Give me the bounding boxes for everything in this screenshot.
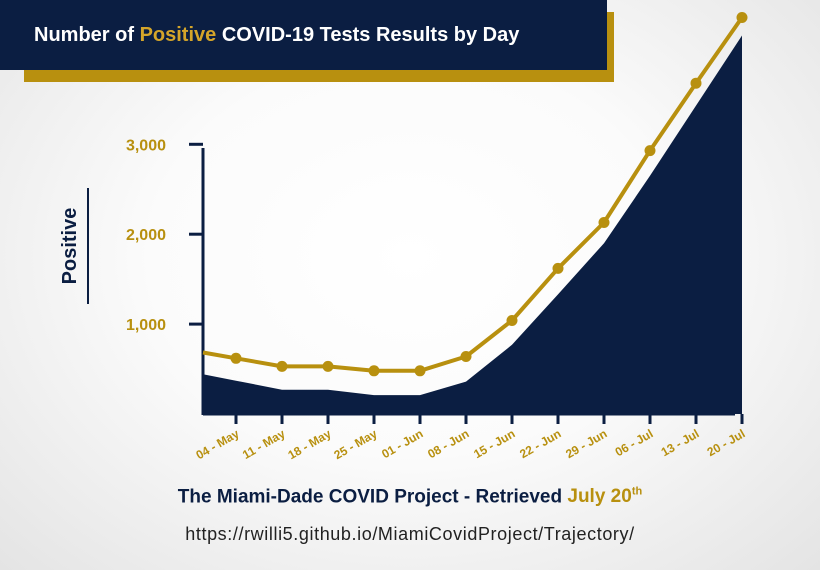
x-tick-label: 15 - Jun <box>471 426 517 461</box>
data-point <box>598 217 610 228</box>
data-point <box>414 365 426 377</box>
data-point <box>460 351 472 362</box>
y-tick-label: 1,000 <box>126 317 166 334</box>
footer-date-text: July 20 <box>567 486 632 508</box>
x-tick-label: 11 - May <box>240 426 288 462</box>
ylabel-layer: Positive <box>59 188 89 304</box>
area-layer <box>203 35 742 414</box>
data-point <box>736 12 748 23</box>
data-point <box>322 360 334 372</box>
x-tick-label: 13 - Jul <box>659 426 702 459</box>
x-tick-label: 18 - May <box>285 426 333 462</box>
x-tick-label: 06 - Jul <box>613 426 656 459</box>
footer-project: The Miami-Dade COVID Project - Retrieved <box>177 486 568 508</box>
data-point <box>276 360 288 372</box>
footer-date: July 20th <box>567 486 642 507</box>
x-tick-label: 20 - Jul <box>705 426 748 459</box>
data-point <box>506 315 518 326</box>
footer-url: https://rwilli5.github.io/MiamiCovidProj… <box>185 524 635 544</box>
chart-title: Number of Positive COVID-19 Tests Result… <box>0 0 607 70</box>
data-point <box>644 145 656 157</box>
x-tick-label: 22 - Jun <box>517 426 563 461</box>
footer-title: The Miami-Dade COVID Project - Retrieved… <box>0 486 820 508</box>
footer-date-sup: th <box>631 486 643 498</box>
y-tick-label: 3,000 <box>126 137 166 154</box>
title-prefix: Number of <box>34 24 140 46</box>
x-tick-label: 04 - May <box>193 426 241 462</box>
line-layer <box>202 12 748 377</box>
y-axis-label: Positive <box>59 208 81 285</box>
data-point <box>552 262 564 274</box>
data-point <box>368 365 380 377</box>
x-tick-label: 29 - Jun <box>563 426 609 461</box>
data-point <box>230 352 242 364</box>
y-tick-label: 2,000 <box>126 227 166 244</box>
x-tick-label: 01 - Jun <box>379 426 425 461</box>
x-tick-label: 08 - Jun <box>425 426 471 461</box>
data-point <box>690 77 702 89</box>
title-suffix: COVID-19 Tests Results by Day <box>216 24 520 46</box>
title-highlight: Positive <box>139 24 217 46</box>
area-series <box>203 35 742 414</box>
x-tick-label: 25 - May <box>331 426 379 462</box>
